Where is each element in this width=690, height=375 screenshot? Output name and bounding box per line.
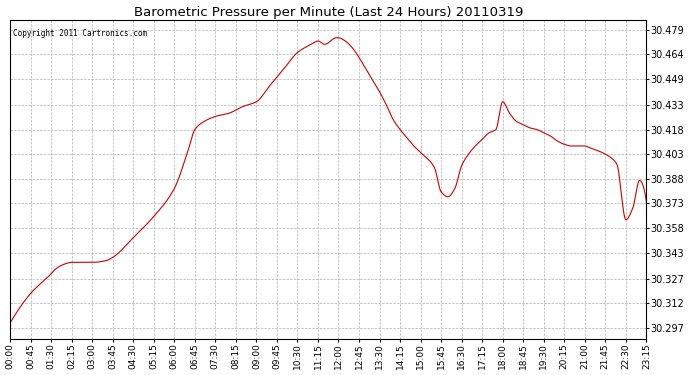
Text: Copyright 2011 Cartronics.com: Copyright 2011 Cartronics.com: [13, 29, 148, 38]
Title: Barometric Pressure per Minute (Last 24 Hours) 20110319: Barometric Pressure per Minute (Last 24 …: [134, 6, 523, 18]
